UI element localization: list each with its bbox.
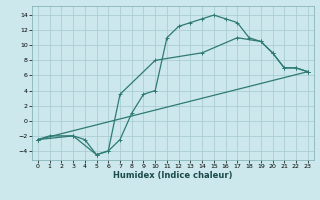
X-axis label: Humidex (Indice chaleur): Humidex (Indice chaleur) [113, 171, 233, 180]
